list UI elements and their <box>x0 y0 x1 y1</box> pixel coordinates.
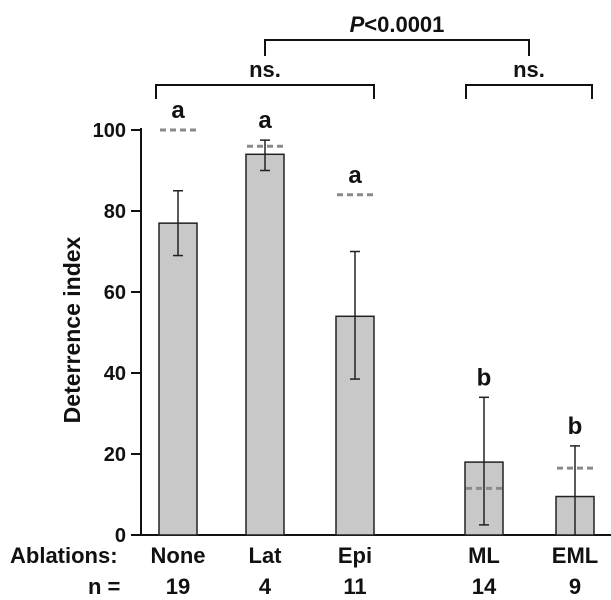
bracket-none-epi-label: ns. <box>249 57 281 82</box>
y-tick-label: 20 <box>104 444 126 466</box>
y-tick-label: 60 <box>104 282 126 304</box>
x-tick-label: ML <box>468 543 500 568</box>
n-value-label: 9 <box>569 574 581 599</box>
bracket-p-value-line <box>264 39 530 56</box>
y-tick-label: 80 <box>104 201 126 223</box>
y-tick-label: 40 <box>104 363 126 385</box>
significance-letter: b <box>477 364 492 391</box>
n-value-label: 11 <box>343 574 366 599</box>
n-value-label: 19 <box>166 574 190 599</box>
y-tick-label: 100 <box>93 120 126 142</box>
y-tick-label: 0 <box>115 525 126 547</box>
y-axis-title: Deterrence index <box>59 236 85 423</box>
bracket-p-value-label: P<0.0001 <box>350 12 445 37</box>
bracket-ml-eml-label: ns. <box>513 57 545 82</box>
significance-letter: a <box>258 107 272 134</box>
significance-letter: a <box>348 162 362 189</box>
significance-letter: b <box>568 413 583 440</box>
bracket-ml-eml-line <box>465 84 593 99</box>
x-tick-label: Lat <box>249 543 283 568</box>
n-value-label: 4 <box>259 574 272 599</box>
bracket-none-epi-line <box>155 84 375 99</box>
x-tick-label: EML <box>552 543 598 568</box>
bar-none <box>158 222 198 536</box>
x-tick-label: None <box>151 543 206 568</box>
n-row-label: n = <box>88 574 120 599</box>
significance-letter: a <box>171 97 185 124</box>
bar-lat <box>245 153 285 536</box>
ablations-row-label: Ablations: <box>10 543 118 568</box>
n-value-label: 14 <box>472 574 497 599</box>
x-tick-label: Epi <box>338 543 372 568</box>
